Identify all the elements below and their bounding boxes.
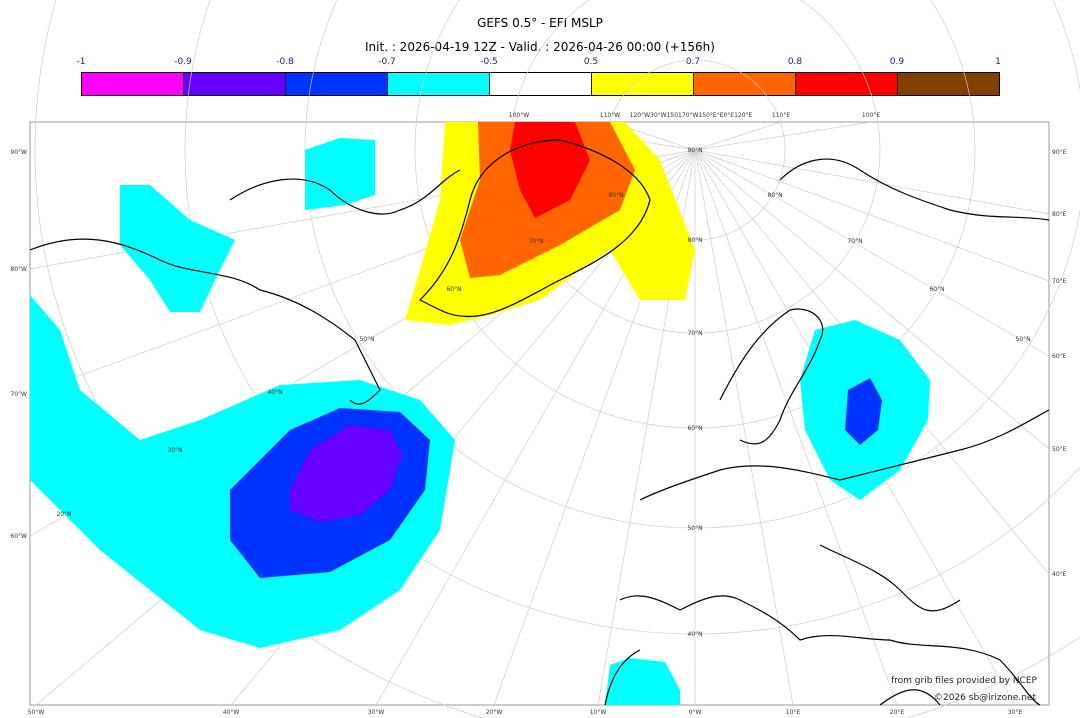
- map-title: GEFS 0.5° - EFI MSLP: [477, 16, 603, 30]
- axis-label: 40°E: [1052, 571, 1067, 578]
- axis-label: 20°W: [486, 709, 503, 716]
- axis-label: 70°N: [687, 330, 702, 337]
- colorbar-tick-label: -0.9: [174, 57, 192, 67]
- axis-label: 70°E: [1052, 278, 1067, 285]
- axis-label: 40°W: [223, 709, 240, 716]
- axis-label: 20°N: [56, 511, 71, 518]
- axis-label: 50°N: [1015, 336, 1030, 343]
- axis-label: 90°N: [687, 147, 702, 154]
- axis-label: 110°W: [600, 112, 620, 119]
- colorbar: [81, 72, 1000, 96]
- axis-label: 80°N: [687, 237, 702, 244]
- axis-label: 10°W: [590, 709, 607, 716]
- negative-anomaly-purple-atlantic: [290, 425, 402, 522]
- axis-label: 30°W: [368, 709, 385, 716]
- copyright-credit: ©2026 sb@irizone.net: [934, 693, 1036, 703]
- colorbar-swatch: [490, 73, 592, 95]
- axis-label: 90°W: [10, 149, 27, 156]
- axis-label: 60°N: [446, 286, 461, 293]
- axis-label: 60°W: [10, 533, 27, 540]
- axis-label: 70°W: [10, 391, 27, 398]
- axis-label: 20°E: [890, 709, 905, 716]
- negative-anomaly-cyan-arctic: [305, 138, 375, 210]
- axis-label: 80°W: [10, 266, 27, 273]
- negative-anomaly-cyan-iberia: [605, 658, 680, 705]
- colorbar-tick-label: 0.7: [685, 57, 701, 67]
- axis-label: 60°E: [1052, 353, 1067, 360]
- axis-label: 100°W: [509, 112, 529, 119]
- colorbar-swatch: [592, 73, 694, 95]
- colorbar-tick-label: 0.8: [787, 57, 803, 67]
- colorbar-swatch: [286, 73, 388, 95]
- colorbar-tick-label: 0.9: [889, 57, 905, 67]
- colorbar-tick-label: 0.5: [583, 57, 599, 67]
- colorbar-tick-label: -1: [76, 57, 86, 67]
- axis-label: 80°N: [767, 192, 782, 199]
- colorbar-swatch: [796, 73, 898, 95]
- colorbar-tick-label: -0.7: [378, 57, 396, 67]
- axis-label: 80°E: [1052, 211, 1067, 218]
- axis-label: 70°N: [528, 238, 543, 245]
- axis-label: 30°E: [1008, 709, 1023, 716]
- positive-anomaly-red-greenland: [510, 122, 590, 218]
- axis-label: 0°W: [689, 709, 702, 716]
- negative-anomaly-blue-scandinavia: [845, 378, 882, 445]
- colorbar-tick-label: 1: [995, 57, 1001, 67]
- axis-label: 60°N: [687, 425, 702, 432]
- axis-label: 100°E: [862, 112, 880, 119]
- colorbar-swatch: [82, 73, 184, 95]
- axis-label: 40°N: [687, 631, 702, 638]
- coastlines: [29, 139, 1050, 706]
- colorbar-tick-label: -0.8: [276, 57, 294, 67]
- map-subtitle: Init. : 2026-04-19 12Z - Valid. : 2026-0…: [365, 40, 715, 54]
- data-source-credit: from grib files provided by NCEP: [891, 676, 1037, 686]
- negative-anomaly-cyan-canada: [120, 185, 235, 312]
- colorbar-swatch: [184, 73, 286, 95]
- colorbar-swatch: [898, 73, 999, 95]
- colorbar-tick-label: -0.5: [480, 57, 498, 67]
- axis-label: 120°W30°W150170°W150°E°E0°E120°E: [630, 112, 753, 119]
- axis-label: 50°E: [1052, 446, 1067, 453]
- axis-label: 90°E: [1052, 149, 1067, 156]
- colorbar-swatch: [694, 73, 796, 95]
- axis-label: 10°E: [786, 709, 801, 716]
- axis-label: 50°N: [359, 336, 374, 343]
- axis-label: 70°N: [847, 238, 862, 245]
- axis-label: 80°N: [608, 192, 623, 199]
- axis-label: 40°N: [267, 389, 282, 396]
- axis-label: 30°N: [167, 447, 182, 454]
- axis-label: 110°E: [772, 112, 790, 119]
- axis-label: 50°W: [28, 709, 45, 716]
- axis-label: 50°N: [687, 525, 702, 532]
- axis-labels: 90°W 80°W 70°W 60°W 90°E 80°E 70°E 60°E 50°E 40°E…: [10, 112, 1066, 716]
- axis-label: 60°N: [929, 286, 944, 293]
- anomaly-fields: [30, 122, 930, 705]
- colorbar-swatch: [388, 73, 490, 95]
